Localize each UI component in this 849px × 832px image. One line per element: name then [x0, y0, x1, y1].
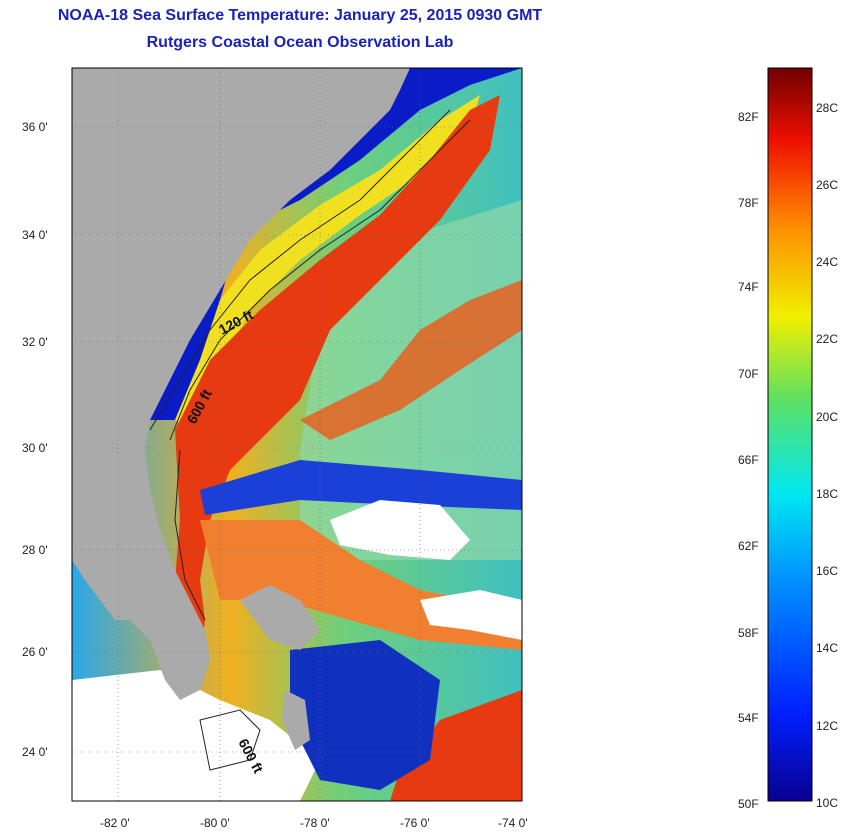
colorbar-c-label: 14C — [816, 641, 838, 655]
colorbar-f-label: 78F — [738, 196, 759, 210]
cloud-patch — [330, 500, 470, 560]
map-title: NOAA-18 Sea Surface Temperature: January… — [57, 7, 543, 24]
colorbar-f-label: 82F — [738, 110, 759, 124]
land-bahamas — [240, 585, 320, 650]
sst-image-layer — [72, 68, 522, 801]
colorbar-f-label: 58F — [738, 626, 759, 640]
latitude-axis: 36 0' 34 0' 32 0' 30 0' 28 0' 26 0' 24 0… — [22, 120, 48, 759]
shelf-front — [175, 95, 480, 430]
map-subtitle: Rutgers Coastal Ocean Observation Lab — [146, 34, 454, 51]
lon-tick-label: -82 0' — [100, 816, 130, 830]
contour-120ft — [149, 109, 451, 431]
lat-tick-label: 30 0' — [22, 441, 48, 455]
colorbar-celsius-labels: 28C 26C 24C 22C 20C 18C 16C 14C 12C 10C — [816, 101, 838, 810]
lon-tick-label: -74 0' — [498, 816, 528, 830]
gulf-stream — [175, 95, 500, 660]
map-frame — [71, 67, 523, 802]
contour-600ft-gulf — [199, 709, 261, 771]
colorbar-c-label: 16C — [816, 564, 838, 578]
colorbar-f-label: 74F — [738, 280, 759, 294]
cloud-patch — [72, 670, 320, 801]
colorbar-f-label: 50F — [738, 797, 759, 811]
cold-cluster — [290, 640, 440, 790]
lat-tick-label: 24 0' — [22, 745, 48, 759]
lat-tick-label: 26 0' — [22, 645, 48, 659]
lat-tick-label: 32 0' — [22, 335, 48, 349]
lat-tick-label: 28 0' — [22, 543, 48, 557]
colorbar-c-label: 12C — [816, 719, 838, 733]
lon-tick-label: -78 0' — [300, 816, 330, 830]
cold-shelf-water — [140, 68, 522, 420]
colorbar-f-label: 62F — [738, 539, 759, 553]
colorbar-c-label: 22C — [816, 332, 838, 346]
colorbar-f-label: 66F — [738, 453, 759, 467]
warm-filament — [300, 280, 522, 440]
colorbar-c-label: 20C — [816, 410, 838, 424]
colorbar-f-label: 54F — [738, 711, 759, 725]
land-mass-north-america — [72, 68, 410, 700]
colorbar-fahrenheit-labels: 82F 78F 74F 70F 66F 62F 58F 54F 50F — [738, 110, 759, 811]
longitude-axis: -82 0' -80 0' -78 0' -76 0' -74 0' — [100, 816, 528, 830]
lat-tick-label: 36 0' — [22, 120, 48, 134]
contour-600ft — [169, 119, 471, 441]
southeast-warm-water — [390, 690, 522, 801]
colorbar-c-label: 28C — [816, 101, 838, 115]
colorbar — [767, 67, 813, 802]
lon-tick-label: -76 0' — [400, 816, 430, 830]
cold-band — [200, 460, 522, 515]
land-andros — [282, 690, 310, 750]
lon-tick-label: -80 0' — [200, 816, 230, 830]
grid-lines — [72, 68, 522, 801]
colorbar-c-label: 18C — [816, 487, 838, 501]
cloud-patch — [420, 590, 522, 640]
colorbar-c-label: 10C — [816, 796, 838, 810]
colorbar-c-label: 24C — [816, 255, 838, 269]
lat-tick-label: 34 0' — [22, 228, 48, 242]
colorbar-f-label: 70F — [738, 367, 759, 381]
colorbar-c-label: 26C — [816, 178, 838, 192]
